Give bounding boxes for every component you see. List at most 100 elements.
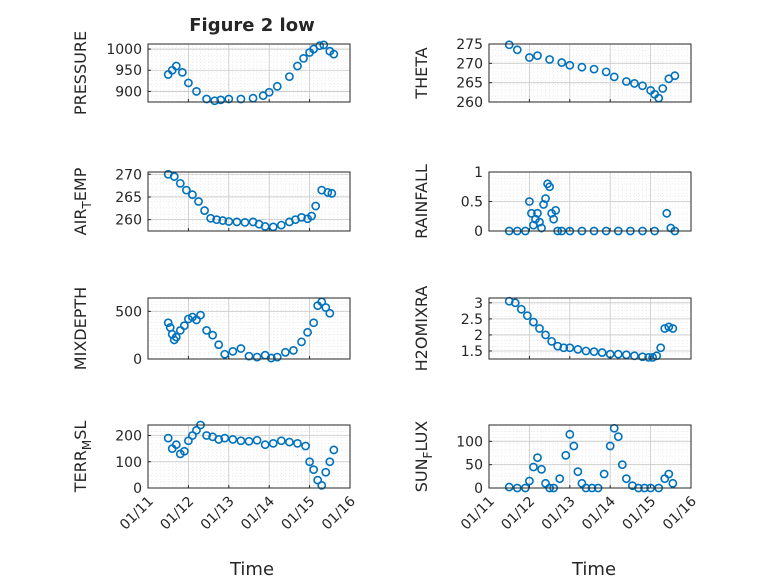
data-point <box>196 310 205 320</box>
data-point <box>181 185 191 195</box>
y-tick-label: 275 <box>456 37 483 53</box>
y-tick-label: 270 <box>115 167 142 183</box>
y-tick-label: 0 <box>474 481 483 497</box>
data-point <box>200 206 209 215</box>
panel-mixdepth: 0 500 MIXDEPTH <box>71 287 351 370</box>
data-point <box>565 429 575 439</box>
y-tick-label: 1000 <box>106 42 142 58</box>
data-point <box>553 341 563 351</box>
y-axis-label: PRESSURE <box>71 31 90 115</box>
data-point <box>325 308 335 318</box>
y-tick-label: 0.5 <box>461 195 483 211</box>
x-tick-label: 01/11 <box>117 494 157 534</box>
panel-pressure: 900 950 1000 PRESSURE <box>71 31 351 115</box>
axes-box <box>488 297 692 360</box>
data-point <box>529 462 538 472</box>
data-point <box>224 217 234 226</box>
data-point <box>236 344 246 353</box>
data-point <box>601 67 611 77</box>
data-point <box>658 84 668 93</box>
data-point <box>613 432 623 442</box>
data-point <box>220 349 230 359</box>
y-tick-label: 0 <box>133 352 142 368</box>
y-tick-label: 1.5 <box>461 344 483 360</box>
y-tick-label: 260 <box>456 95 483 111</box>
data-point <box>169 172 179 181</box>
data-point <box>533 453 542 463</box>
data-point <box>329 445 339 455</box>
data-point <box>510 298 520 308</box>
data-point <box>252 352 262 362</box>
y-tick-label: 270 <box>456 56 483 72</box>
data-point <box>644 352 653 362</box>
data-point <box>545 182 554 192</box>
y-tick-label: 200 <box>115 429 142 445</box>
data-point <box>293 438 302 448</box>
y-tick-label: 265 <box>115 190 142 206</box>
data-point <box>573 467 583 477</box>
data-point <box>163 318 173 328</box>
data-point <box>577 62 587 72</box>
data-point <box>224 94 234 104</box>
data-point <box>284 72 294 81</box>
x-tick-label: 01/15 <box>620 494 660 534</box>
data-point <box>272 352 282 362</box>
data-point <box>522 311 532 321</box>
figure-title: Figure 2 low <box>189 15 314 36</box>
data-point <box>214 435 224 444</box>
x-tick-label: 01/13 <box>539 494 579 534</box>
y-tick-label: 950 <box>115 63 142 79</box>
data-point <box>183 78 193 88</box>
data-point <box>228 435 238 444</box>
data-point <box>535 324 544 333</box>
data-point <box>210 96 220 106</box>
y-tick-label: 500 <box>115 304 142 320</box>
y-axis-label: TERRMSL <box>71 421 94 494</box>
data-point <box>325 457 335 467</box>
data-point <box>192 87 201 96</box>
panel-theta: 260 265 270 275 THETA <box>412 37 692 111</box>
x-tick-label: 01/15 <box>279 494 319 534</box>
data-point <box>565 343 575 353</box>
data-point <box>525 476 534 486</box>
data-point <box>163 433 173 443</box>
x-tick-label: 01/12 <box>498 494 538 534</box>
data-point <box>299 53 308 63</box>
y-tick-label: 0 <box>133 481 142 497</box>
axes-box <box>488 424 692 489</box>
data-point <box>171 440 181 450</box>
data-point <box>597 348 607 357</box>
data-point <box>561 450 571 460</box>
panel-sun-flux: 0 50 100 SUNFLUX 01/11 01/12 01/13 01/14 01/15 01… <box>412 421 700 534</box>
panel-air-temp: 260 265 270 AIRTEMP <box>71 167 351 235</box>
data-point <box>569 441 579 451</box>
data-point <box>232 217 242 227</box>
x-axis-label-left: Time <box>229 559 274 580</box>
y-tick-label: 2.5 <box>461 312 483 328</box>
data-point <box>284 437 294 447</box>
x-tick-label: 01/12 <box>157 494 197 534</box>
data-point <box>648 352 658 362</box>
data-point <box>321 303 331 312</box>
data-point <box>202 431 211 440</box>
data-point <box>630 79 639 88</box>
data-point <box>617 460 627 470</box>
data-point <box>240 217 250 227</box>
data-point <box>323 188 333 197</box>
data-point <box>228 346 238 356</box>
data-point <box>307 211 317 221</box>
data-point <box>547 336 557 346</box>
data-point <box>545 55 554 64</box>
data-point <box>202 94 211 104</box>
data-point <box>664 322 674 332</box>
data-point <box>252 435 262 445</box>
y-tick-label: 260 <box>115 213 142 229</box>
y-tick-label: 100 <box>456 434 483 450</box>
data-point <box>236 436 246 446</box>
data-point <box>260 222 270 231</box>
data-point <box>321 467 331 477</box>
data-point <box>212 215 222 225</box>
data-point <box>504 482 514 492</box>
data-point <box>638 352 647 362</box>
data-point <box>551 205 561 215</box>
